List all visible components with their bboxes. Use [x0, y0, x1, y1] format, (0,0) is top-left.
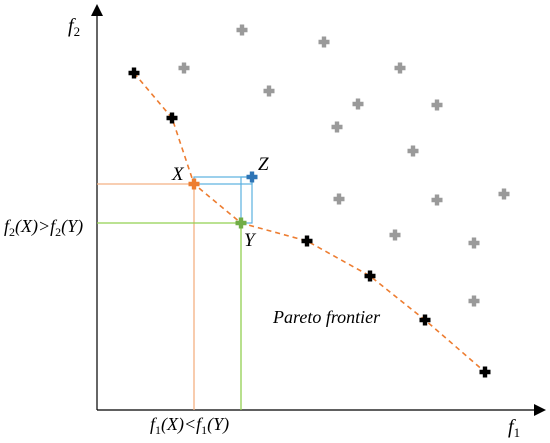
- dominated-solution-marker: [389, 229, 401, 241]
- dominated-solution-marker: [431, 194, 443, 206]
- point-y-label: Y: [244, 230, 257, 251]
- x-axis-label: f1: [508, 416, 520, 440]
- dominated-solution-marker: [318, 36, 330, 48]
- dominated-solution-marker: [178, 62, 190, 74]
- dominated-solution-marker: [333, 193, 345, 205]
- point-z-marker: [246, 171, 258, 183]
- dominated-solution-marker: [263, 85, 275, 97]
- point-z-label: Z: [258, 154, 269, 175]
- point-y-marker: [235, 217, 247, 229]
- dominated-solution-marker: [468, 237, 480, 249]
- point-x-label: X: [171, 164, 185, 185]
- dominated-solution-marker: [331, 121, 343, 133]
- dominated-solution-marker: [236, 24, 248, 36]
- pareto-solution-marker: [479, 366, 491, 378]
- dominated-solution-marker: [394, 62, 406, 74]
- dominated-solution-marker: [498, 188, 510, 200]
- point-x-marker: [188, 178, 200, 190]
- y-axis-label: f2: [68, 15, 80, 39]
- pareto-frontier-line: [133, 72, 486, 373]
- x-inequality-label: f1(X)<f1(Y): [150, 414, 229, 437]
- pareto-solution-marker: [419, 314, 431, 326]
- dominated-solution-marker: [352, 98, 364, 110]
- pareto-frontier-label: Pareto frontier: [272, 307, 381, 327]
- pareto-solution-marker: [364, 270, 376, 282]
- markers-group: [128, 24, 510, 378]
- dominated-solution-marker: [407, 145, 419, 157]
- pareto-solution-marker: [301, 235, 313, 247]
- z-box-x: [193, 176, 253, 185]
- pareto-solution-marker: [166, 112, 178, 124]
- y-inequality-label: f2(X)>f2(Y): [4, 216, 83, 239]
- dominated-solution-marker: [431, 99, 443, 111]
- pareto-solution-marker: [128, 67, 140, 79]
- dominated-solution-marker: [468, 295, 480, 307]
